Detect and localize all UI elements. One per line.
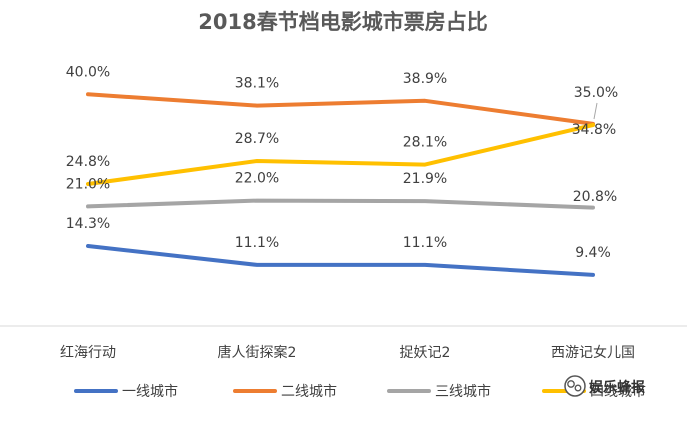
chart-title: 2018春节档电影城市票房占比 xyxy=(198,10,487,34)
data-label: 28.1% xyxy=(403,135,447,151)
legend-label: 三线城市 xyxy=(435,383,491,400)
series-line-1 xyxy=(86,244,595,277)
legend: 一线城市 二线城市 三线城市 四线城市 xyxy=(74,383,646,400)
data-label: 11.1% xyxy=(235,235,279,251)
data-label: 9.4% xyxy=(575,245,611,261)
data-label: 21.0% xyxy=(66,176,110,192)
data-label: 24.8% xyxy=(66,154,110,170)
series-line-2 xyxy=(86,92,595,126)
data-label: 34.8% xyxy=(572,122,616,138)
data-label: 35.0% xyxy=(574,85,618,101)
data-label: 38.9% xyxy=(403,71,447,87)
series-line-3 xyxy=(86,198,595,210)
wechat-icon xyxy=(564,375,586,397)
watermark: 娱乐蜂报 xyxy=(564,375,645,397)
data-label: 21.9% xyxy=(403,171,447,187)
category-label: 捉妖记2 xyxy=(400,345,451,361)
data-label-layer: 14.3% 11.1% 11.1% 9.4% 40.0% 38.1% 38.9% 35.0% 2… xyxy=(66,64,618,261)
category-label: 唐人街探案2 xyxy=(218,344,297,361)
series-line-4 xyxy=(86,123,595,186)
data-label: 38.1% xyxy=(235,76,279,92)
legend-label: 四线城市 xyxy=(590,383,646,400)
category-label: 红海行动 xyxy=(60,345,116,361)
data-label: 22.0% xyxy=(235,171,279,187)
legend-item: 一线城市 xyxy=(74,383,178,400)
category-axis: 红海行动 唐人街探案2 捉妖记2 西游记女儿国 xyxy=(60,344,635,361)
legend-item: 二线城市 xyxy=(233,383,337,400)
watermark-text: 娱乐蜂报 xyxy=(589,379,645,396)
series-layer xyxy=(86,92,595,277)
legend-label: 一线城市 xyxy=(122,383,178,400)
data-label: 14.3% xyxy=(66,216,110,232)
data-label: 11.1% xyxy=(403,235,447,251)
data-label: 20.8% xyxy=(573,189,617,205)
data-label: 40.0% xyxy=(66,64,110,80)
category-label: 西游记女儿国 xyxy=(551,344,635,361)
legend-item: 三线城市 xyxy=(387,383,491,400)
legend-label: 二线城市 xyxy=(281,383,337,400)
data-label: 28.7% xyxy=(235,131,279,147)
label-leader-line xyxy=(593,102,598,120)
